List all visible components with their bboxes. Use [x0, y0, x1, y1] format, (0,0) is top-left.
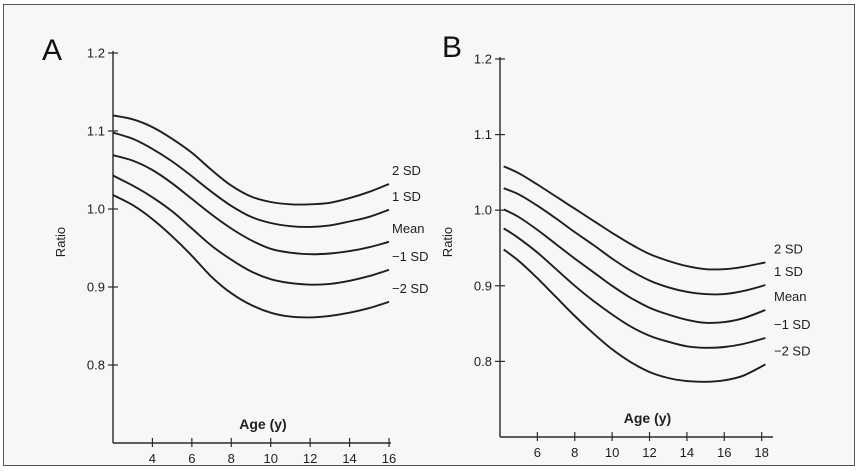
panel-b-series-label: −2 SD: [774, 343, 811, 358]
panel-b-y-axis-title: Ratio: [440, 227, 455, 257]
panel-a-y-tick-label: 0.8: [87, 358, 105, 373]
panel-a-x-tick-label: 14: [342, 451, 356, 466]
panel-b-x-tick-label: 12: [642, 445, 656, 460]
panel-b-series-line: [503, 165, 766, 271]
panel-b-series-line: [503, 248, 766, 383]
panel-a-series-line: [112, 154, 390, 256]
panel-a-y-tick-label: 1.1: [87, 124, 105, 139]
panel-a-x-tick-label: 6: [188, 451, 195, 466]
panel-b-y-tick-label: 0.9: [474, 278, 492, 293]
panel-a-series-label: Mean: [392, 221, 425, 236]
panel-a-x-tick-label: 12: [303, 451, 317, 466]
panel-a-y-tick-label: 0.9: [87, 280, 105, 295]
panel-b-series-label: 1 SD: [774, 264, 803, 279]
panel-b-y-tick-label: 1.2: [474, 52, 492, 67]
panel-b-series-line: [503, 227, 766, 349]
panel-b-series-label: −1 SD: [774, 317, 811, 332]
growth-ratio-chart: A 0.8 0.9 1.0 1.1 1.2 4 6 8 10 12 14 16 Age (y) Ratio 2…: [42, 31, 811, 466]
panel-a-x-tick-label: 16: [382, 451, 396, 466]
panel-a-series-label: −2 SD: [392, 281, 429, 296]
panel-a-series-label: 1 SD: [392, 189, 421, 204]
panel-a-x-axis-title: Age (y): [239, 416, 286, 432]
panel-a-series-label: 2 SD: [392, 163, 421, 178]
panel-a-series-label: −1 SD: [392, 249, 429, 264]
figure-frame: A 0.8 0.9 1.0 1.1 1.2 4 6 8 10 12 14 16 Age (y) Ratio 2…: [3, 4, 855, 466]
panel-b-x-tick-label: 8: [571, 445, 578, 460]
panel-b-x-tick-label: 16: [717, 445, 731, 460]
panel-b-series-label: 2 SD: [774, 241, 803, 256]
panel-b-series-line: [503, 187, 766, 296]
panel-a-series-line: [112, 194, 390, 319]
panel-a-series-line: [112, 114, 390, 206]
panel-b-series-label: Mean: [774, 289, 807, 304]
panel-a-y-tick-label: 1.0: [87, 202, 105, 217]
panel-a-series-line: [112, 174, 390, 286]
panel-a-x-tick-label: 8: [228, 451, 235, 466]
panel-a-series-line: [112, 131, 390, 228]
panel-a-y-tick-label: 1.2: [87, 46, 105, 61]
panel-b-x-tick-label: 14: [680, 445, 694, 460]
panel-a-label: A: [42, 34, 62, 67]
panel-a-y-axis-title: Ratio: [53, 227, 68, 257]
panel-a-x-tick-label: 4: [149, 451, 156, 466]
panel-b-x-tick-label: 18: [754, 445, 768, 460]
panel-b-x-tick-label: 6: [534, 445, 541, 460]
panel-b-y-tick-label: 1.1: [474, 127, 492, 142]
panel-b-y-tick-label: 0.8: [474, 354, 492, 369]
panel-b-x-axis-title: Age (y): [624, 410, 671, 426]
panel-b-series-line: [503, 208, 766, 324]
panel-b-y-tick-label: 1.0: [474, 203, 492, 218]
panel-a-x-tick-label: 10: [263, 451, 277, 466]
panel-b-x-tick-label: 10: [605, 445, 619, 460]
panel-b-label: B: [442, 31, 462, 64]
